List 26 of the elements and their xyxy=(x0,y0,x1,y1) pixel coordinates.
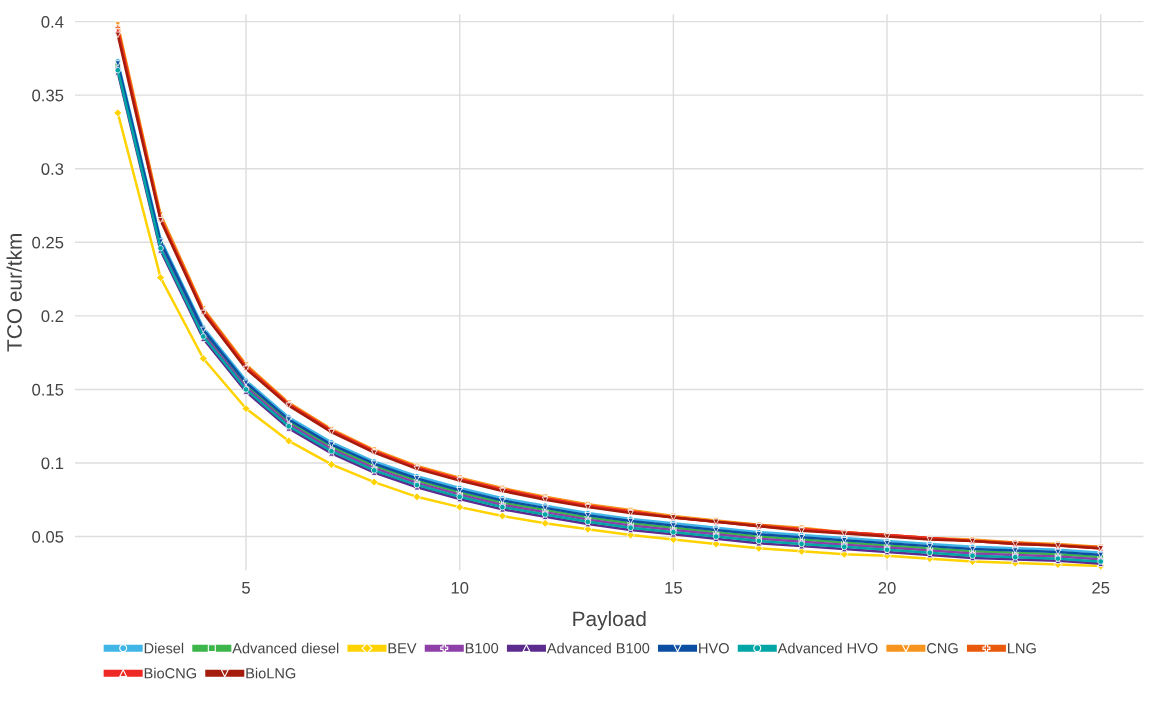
y-tick-label: 0.4 xyxy=(41,16,64,28)
legend-label: Advanced B100 xyxy=(546,642,650,654)
legend-label: HVO xyxy=(699,643,729,654)
legend-label: BioCNG xyxy=(144,667,196,679)
y-tick-label: 0.1 xyxy=(41,457,64,470)
legend-label: Diesel xyxy=(144,642,184,654)
y-tick-label: 0.35 xyxy=(32,89,64,102)
x-tick-label: 10 xyxy=(451,581,469,594)
x-axis-title: Payload xyxy=(573,610,646,631)
y-tick-label: 0.2 xyxy=(41,310,64,323)
x-tick-label: 20 xyxy=(878,581,896,594)
y-tick-label: 0.15 xyxy=(32,383,64,396)
x-tick-label: 5 xyxy=(242,582,250,594)
legend-label: B100 xyxy=(465,643,499,654)
legend-label: LNG xyxy=(1008,643,1036,654)
x-tick-label: 25 xyxy=(1092,581,1110,594)
legend-label: BioLNG xyxy=(246,667,296,679)
y-tick-label: 0.05 xyxy=(32,530,64,543)
legend-label: CNG xyxy=(927,643,958,654)
legend-label: Advanced HVO xyxy=(777,642,878,654)
y-axis-title: TCO eur/tkm xyxy=(6,234,22,352)
y-tick-label: 0.25 xyxy=(32,236,64,249)
y-tick-label: 0.3 xyxy=(41,163,64,175)
x-tick-label: 15 xyxy=(665,582,682,594)
legend-label: Advanced diesel xyxy=(232,642,339,654)
legend-label: BEV xyxy=(388,643,417,654)
